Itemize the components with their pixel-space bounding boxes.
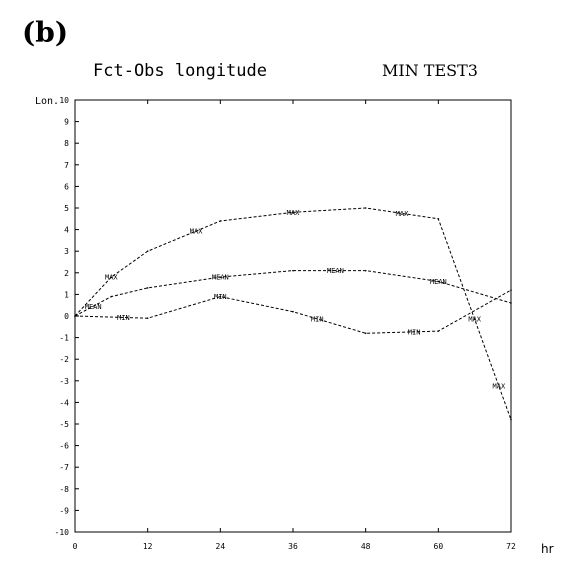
y-tick-label: 5 — [64, 204, 69, 213]
plot-frame — [74, 99, 512, 533]
y-axis-label: Lon. — [35, 96, 59, 107]
series-label-min: MIN — [311, 315, 324, 323]
series-point — [292, 310, 294, 313]
series-label-max: MAX — [190, 228, 203, 236]
chart-title: Fct-Obs longitude — [93, 61, 267, 81]
x-tick-label: 0 — [73, 542, 78, 551]
y-tick-label: 3 — [64, 247, 69, 256]
series-min: MIN MIN MIN MIN — [74, 289, 512, 336]
series-point — [364, 207, 367, 209]
y-tick-label: 0 — [64, 312, 69, 321]
x-tick-label: 24 — [216, 542, 226, 551]
y-tick-label: 4 — [64, 226, 69, 235]
series-point — [510, 289, 512, 291]
series-max: MAX MAX MAX MAX MAX MAX — [74, 207, 512, 421]
series-label-mean: MEAN — [327, 267, 344, 275]
series-label-mean: MEAN — [85, 303, 102, 311]
series-point — [110, 276, 113, 278]
series-point — [219, 276, 222, 278]
panel-label: (b) — [22, 16, 68, 49]
series-label-min: MIN — [117, 314, 130, 322]
series-point — [146, 317, 149, 319]
x-tick-label: 48 — [361, 542, 371, 551]
series-label-max: MAX — [493, 383, 506, 391]
series-point — [146, 287, 149, 289]
x-tick-label: 36 — [288, 542, 298, 551]
y-tick-label: -3 — [59, 377, 69, 386]
y-tick-label: 10 — [59, 96, 69, 105]
series-label-mean: MEAN — [212, 274, 229, 282]
y-tick-label: -5 — [59, 420, 69, 429]
y-tick-label: -9 — [59, 506, 69, 515]
x-tick-label: 72 — [506, 542, 516, 551]
y-tick-label: -4 — [59, 398, 69, 407]
chart-subtitle: MIN TEST3 — [382, 61, 478, 80]
series-point — [74, 315, 76, 317]
series-point — [364, 269, 367, 272]
y-tick-label: 1 — [64, 290, 69, 299]
series-point — [437, 218, 440, 220]
y-tick-label: 6 — [64, 182, 69, 191]
series-point — [219, 220, 222, 222]
y-tick-label: 7 — [64, 161, 69, 170]
series-line-max — [74, 207, 512, 420]
series-label-mean: MEAN — [430, 278, 447, 286]
y-tick-label: -2 — [59, 355, 69, 364]
y-tick-label: 9 — [64, 118, 69, 127]
series-mean: MEAN MEAN MEAN MEAN — [74, 267, 512, 317]
series-label-min: MIN — [214, 293, 227, 301]
series-point — [110, 295, 113, 298]
series-label-max: MAX — [287, 209, 300, 217]
series-point — [146, 250, 149, 252]
y-tick-label: 8 — [64, 139, 69, 148]
series-point — [292, 211, 294, 214]
series-line-mean — [74, 270, 512, 317]
series-point — [437, 280, 440, 283]
series-label-min: MIN — [408, 328, 421, 336]
x-axis-label: hr — [541, 542, 554, 556]
x-axis-ticks: 0 12 24 36 48 60 72 — [73, 100, 516, 551]
series-point — [364, 332, 367, 335]
y-tick-label: -7 — [59, 463, 69, 472]
series-point — [510, 302, 512, 304]
series-point — [437, 330, 440, 332]
x-tick-label: 12 — [143, 542, 153, 551]
series-label-max: MAX — [396, 210, 409, 218]
y-tick-label: -6 — [59, 442, 69, 451]
y-tick-label: -1 — [59, 334, 69, 343]
series-point — [510, 418, 512, 421]
series-point — [219, 295, 222, 298]
y-tick-label: 2 — [64, 269, 69, 278]
series-label-max: MAX — [105, 274, 118, 282]
y-tick-label: -8 — [59, 485, 69, 494]
series-label-max: MAX — [468, 316, 481, 324]
series-point — [292, 269, 294, 272]
y-tick-label: -10 — [55, 528, 70, 537]
x-tick-label: 60 — [434, 542, 444, 551]
